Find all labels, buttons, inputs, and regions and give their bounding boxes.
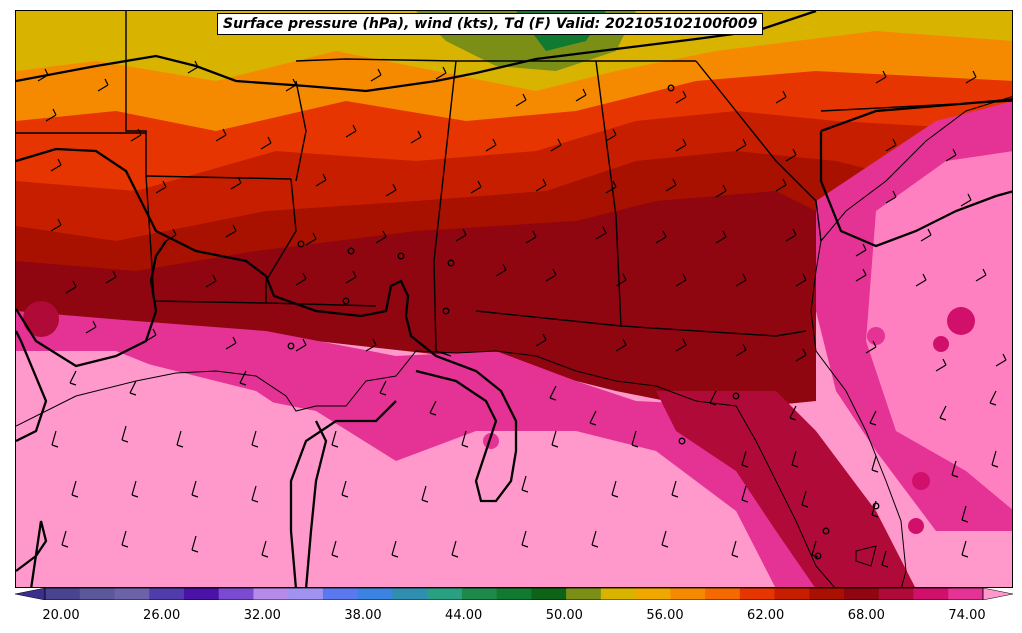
- isobars: [16, 11, 1012, 587]
- colorbar-segment: [600, 588, 637, 600]
- colorbar-segment: [79, 588, 115, 600]
- colorbar-segment: [635, 588, 671, 600]
- map-title: Surface pressure (hPa), wind (kts), Td (…: [217, 13, 764, 35]
- colorbar-segment: [461, 588, 498, 600]
- colorbar-tick-label: 68.00: [847, 608, 885, 623]
- colorbar-segment: [253, 588, 289, 600]
- colorbar-segment: [322, 588, 359, 600]
- colorbar-segment: [531, 588, 567, 600]
- colorbar-segment: [844, 588, 880, 600]
- colorbar-segment: [114, 588, 150, 600]
- colorbar-segment: [427, 588, 463, 600]
- dewpoint-fill-magenta: [16, 311, 895, 587]
- colorbar-segment: [149, 588, 185, 600]
- colorbar-segment: [878, 588, 915, 600]
- colorbar-tick-label: 44.00: [445, 608, 483, 623]
- colorbar-segment: [739, 588, 776, 600]
- calm-stations: [287, 84, 880, 560]
- colorbar-tick-label: 56.00: [646, 608, 684, 623]
- dewpoint-map: [16, 11, 1012, 587]
- colorbar-tick-label: 74.00: [948, 608, 986, 623]
- colorbar-segment: [218, 588, 254, 600]
- colorbar-tick-label: 62.00: [747, 608, 785, 623]
- colorbar-segment: [566, 588, 602, 600]
- colorbar-segment: [774, 588, 810, 600]
- colorbar-segment: [183, 588, 220, 600]
- colorbar-segment: [705, 588, 741, 600]
- colorbar-tick-label: 38.00: [344, 608, 382, 623]
- coastline: [16, 96, 1012, 587]
- colorbar-tick-label: 32.00: [243, 608, 281, 623]
- colorbar-segment: [948, 588, 984, 600]
- colorbar-max-extend: [982, 588, 1013, 600]
- colorbar-segment: [392, 588, 428, 600]
- wind-barbs: [37, 60, 1007, 568]
- colorbar-segment: [357, 588, 393, 600]
- colorbar-tick-label: 20.00: [42, 608, 80, 623]
- dewpoint-fill-darkred: [16, 191, 816, 411]
- dewpoint-fill-florida: [656, 391, 915, 587]
- colorbar-min-extend: [15, 588, 46, 600]
- colorbar-segment: [913, 588, 949, 600]
- colorbar-tick-label: 50.00: [545, 608, 583, 623]
- colorbar-segment: [496, 588, 532, 600]
- colorbar-segment: [288, 588, 324, 600]
- colorbar-segment: [670, 588, 706, 600]
- colorbar: [15, 588, 1013, 600]
- colorbar-tick-label: 26.00: [143, 608, 181, 623]
- map-panel: [15, 10, 1013, 588]
- colorbar-segment: [809, 588, 845, 600]
- colorbar-segment: [45, 588, 81, 600]
